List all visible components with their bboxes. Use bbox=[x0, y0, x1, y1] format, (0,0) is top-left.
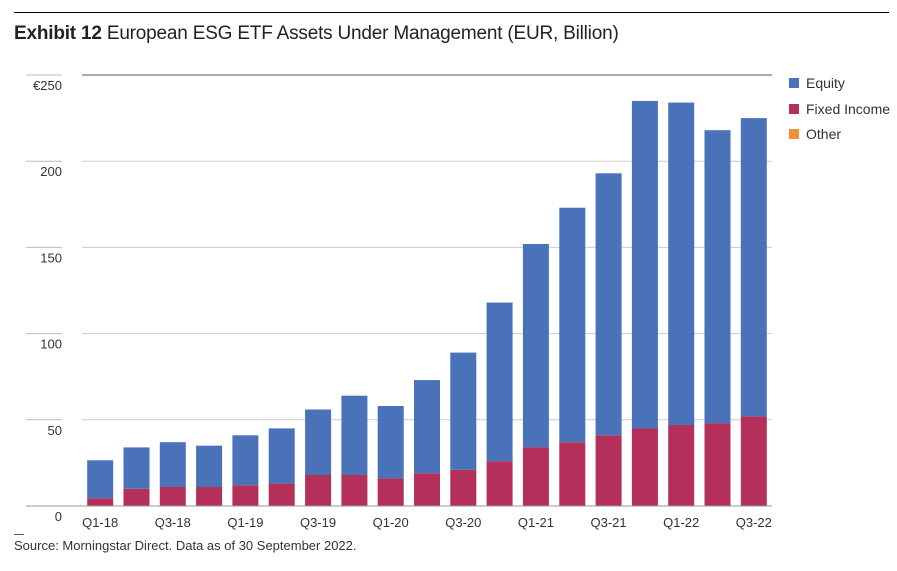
chart-title-text: European ESG ETF Assets Under Management… bbox=[106, 23, 619, 44]
bar-equity-q1-19 bbox=[232, 435, 259, 486]
legend-swatch-equity bbox=[789, 78, 799, 89]
bar-fixed-income-q1-19 bbox=[232, 485, 259, 506]
bar-fixed-income-q4-19 bbox=[341, 475, 368, 506]
x-tick-label-q3-22: Q3-22 bbox=[736, 515, 772, 530]
top-rule bbox=[14, 12, 889, 13]
bar-fixed-income-q3-21 bbox=[595, 435, 622, 506]
bar-fixed-income-q1-22 bbox=[668, 425, 695, 506]
bar-fixed-income-q3-22 bbox=[740, 416, 767, 506]
legend-label-equity: Equity bbox=[806, 75, 845, 91]
x-tick-label-q3-18: Q3-18 bbox=[155, 515, 191, 530]
bar-equity-q4-20 bbox=[486, 302, 513, 462]
bar-equity-q1-21 bbox=[522, 244, 549, 448]
bar-equity-q4-18 bbox=[196, 445, 223, 488]
bar-equity-q3-18 bbox=[159, 442, 186, 487]
bar-equity-q3-19 bbox=[305, 409, 332, 475]
bars bbox=[87, 100, 767, 506]
bar-fixed-income-q1-21 bbox=[522, 447, 549, 506]
x-tick-label-q3-19: Q3-19 bbox=[300, 515, 336, 530]
bar-fixed-income-q3-18 bbox=[159, 487, 186, 506]
bar-fixed-income-q4-21 bbox=[631, 428, 658, 506]
legend-swatch-other bbox=[789, 129, 799, 140]
bar-equity-q3-21 bbox=[595, 173, 622, 436]
x-tick-label-q1-18: Q1-18 bbox=[82, 515, 118, 530]
bar-equity-q2-19 bbox=[268, 428, 295, 484]
source-note: Source: Morningstar Direct. Data as of 3… bbox=[14, 538, 357, 553]
bar-equity-q3-20 bbox=[450, 352, 477, 470]
bar-fixed-income-q2-19 bbox=[268, 483, 295, 506]
bar-equity-q4-21 bbox=[631, 100, 658, 429]
axes: 0 50 100 150 200 €250 Q1-18 Q3-18 Q1-19 Q3-19 Q1-2… bbox=[26, 78, 772, 530]
y-tick-label-0: 0 bbox=[55, 509, 62, 524]
bar-fixed-income-q2-22 bbox=[704, 423, 731, 506]
bar-equity-q1-22 bbox=[668, 102, 695, 425]
y-tick-label-100: 100 bbox=[40, 337, 62, 352]
y-tick-label-250: €250 bbox=[33, 78, 62, 93]
bar-fixed-income-q1-18 bbox=[87, 498, 114, 506]
bar-fixed-income-q3-19 bbox=[305, 475, 332, 506]
bar-equity-q1-18 bbox=[87, 460, 114, 499]
x-tick-label-q1-21: Q1-21 bbox=[518, 515, 554, 530]
legend-swatch-fixed-income bbox=[789, 104, 799, 115]
x-tick-label-q1-20: Q1-20 bbox=[373, 515, 409, 530]
y-tick-label-50: 50 bbox=[48, 423, 62, 438]
bar-fixed-income-q4-20 bbox=[486, 461, 513, 506]
legend-item-other: Other bbox=[789, 126, 841, 142]
bar-fixed-income-q2-20 bbox=[414, 473, 440, 506]
bar-fixed-income-q4-18 bbox=[196, 487, 223, 506]
source-rule bbox=[14, 534, 24, 535]
bar-equity-q1-20 bbox=[377, 406, 404, 479]
exhibit-label: Exhibit 12 bbox=[14, 23, 102, 44]
bar-fixed-income-q3-20 bbox=[450, 469, 477, 506]
legend-label-fixed-income: Fixed Income bbox=[806, 101, 891, 117]
legend-item-fixed-income: Fixed Income bbox=[789, 101, 890, 117]
bar-equity-q2-20 bbox=[414, 380, 440, 474]
chart-title: Exhibit 12 European ESG ETF Assets Under… bbox=[14, 23, 619, 45]
bar-fixed-income-q2-18 bbox=[123, 488, 150, 506]
bar-equity-q2-22 bbox=[704, 130, 731, 424]
legend-label-other: Other bbox=[806, 126, 842, 142]
y-tick-label-150: 150 bbox=[40, 250, 62, 265]
bar-fixed-income-q1-20 bbox=[377, 478, 404, 506]
y-tick-label-200: 200 bbox=[40, 164, 62, 179]
bar-equity-q2-18 bbox=[123, 447, 150, 489]
bar-equity-q3-22 bbox=[740, 118, 767, 417]
x-tick-label-q1-22: Q1-22 bbox=[663, 515, 699, 530]
x-tick-label-q3-21: Q3-21 bbox=[591, 515, 627, 530]
legend-item-equity: Equity bbox=[789, 75, 845, 91]
bar-equity-q4-19 bbox=[341, 395, 368, 475]
x-tick-label-q1-19: Q1-19 bbox=[227, 515, 263, 530]
x-tick-label-q3-20: Q3-20 bbox=[445, 515, 481, 530]
bar-fixed-income-q2-21 bbox=[559, 442, 586, 506]
bar-equity-q2-21 bbox=[559, 207, 586, 443]
